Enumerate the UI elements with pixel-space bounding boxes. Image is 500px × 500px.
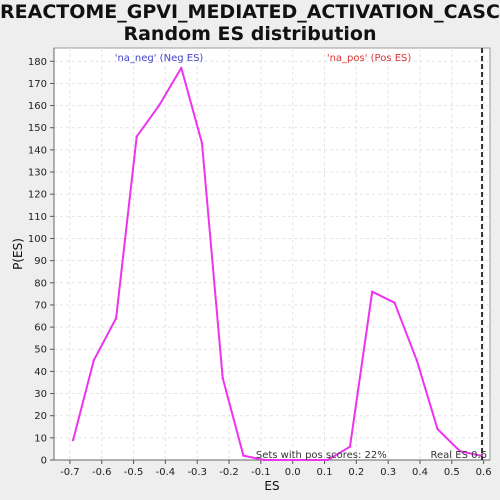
y-tick-label: 60 xyxy=(34,323,47,334)
series-points xyxy=(71,66,482,462)
data-point xyxy=(415,359,419,362)
plot-area xyxy=(53,47,491,461)
x-tick-label: 0.5 xyxy=(444,467,460,478)
real-es-label: Real ES 0.6 xyxy=(431,450,487,461)
y-tick-label: 170 xyxy=(28,79,47,90)
x-tick-label: 0.3 xyxy=(380,467,396,478)
x-tick-label: -0.7 xyxy=(60,467,80,478)
y-tick-label: 70 xyxy=(34,300,47,311)
data-point xyxy=(221,376,224,380)
data-point xyxy=(180,66,183,70)
data-point xyxy=(436,427,439,431)
y-tick-label: 0 xyxy=(41,456,47,467)
y-tick-label: 110 xyxy=(28,212,47,223)
y-tick-label: 10 xyxy=(34,433,47,444)
x-tick-label: 0.2 xyxy=(348,467,364,478)
data-point xyxy=(458,449,461,453)
neg-es-label: 'na_neg' (Neg ES) xyxy=(115,53,204,64)
y-tick-label: 90 xyxy=(34,256,47,267)
chart-title: REACTOME_GPVI_MEDIATED_ACTIVATION_CASCAD… xyxy=(0,1,500,23)
data-point xyxy=(262,458,266,462)
y-axis-label: P(ES) xyxy=(11,238,25,270)
grid-lines xyxy=(54,48,490,461)
y-tick-label: 130 xyxy=(28,168,47,179)
pos-scores-label: Sets with pos scores: 22% xyxy=(256,450,387,461)
axis-ticks: 0 10 20 30 40 50 60 70 80 90 100 110 120 130 140 150 160… xyxy=(28,57,492,478)
chart-subtitle: Random ES distribution xyxy=(123,23,377,45)
y-tick-label: 20 xyxy=(34,411,47,422)
data-point xyxy=(92,359,95,362)
y-tick-label: 30 xyxy=(34,389,47,400)
x-tick-label: -0.5 xyxy=(124,467,144,478)
data-point xyxy=(157,104,161,107)
y-tick-label: 180 xyxy=(28,57,47,68)
y-tick-label: 140 xyxy=(28,145,47,156)
x-tick-label: -0.2 xyxy=(219,467,239,478)
y-tick-label: 80 xyxy=(34,278,47,289)
data-point xyxy=(305,458,309,462)
data-point xyxy=(135,135,138,138)
y-tick-label: 100 xyxy=(28,234,47,245)
x-tick-label: -0.4 xyxy=(156,467,176,478)
x-tick-label: 0.6 xyxy=(476,467,492,478)
data-point xyxy=(114,317,118,320)
y-tick-label: 40 xyxy=(34,367,47,378)
x-tick-label: 0.1 xyxy=(317,467,333,478)
x-tick-label: -0.1 xyxy=(251,467,271,478)
data-point xyxy=(371,290,374,293)
data-point xyxy=(200,142,204,145)
series-line xyxy=(72,66,481,461)
y-tick-label: 160 xyxy=(28,101,47,112)
x-tick-label: -0.6 xyxy=(92,467,112,478)
pos-es-label: 'na_pos' (Pos ES) xyxy=(327,53,412,64)
y-tick-label: 120 xyxy=(28,190,47,201)
data-point xyxy=(71,438,75,442)
x-axis-label: ES xyxy=(264,479,279,493)
x-tick-label: 0.0 xyxy=(285,467,301,478)
data-point xyxy=(283,458,286,462)
data-point xyxy=(326,458,329,462)
data-point xyxy=(242,454,245,457)
x-tick-label: -0.3 xyxy=(187,467,207,478)
data-point xyxy=(393,301,396,304)
y-tick-label: 150 xyxy=(28,123,47,134)
x-tick-label: 0.4 xyxy=(412,467,428,478)
y-tick-label: 50 xyxy=(34,345,47,356)
data-point xyxy=(348,445,352,448)
